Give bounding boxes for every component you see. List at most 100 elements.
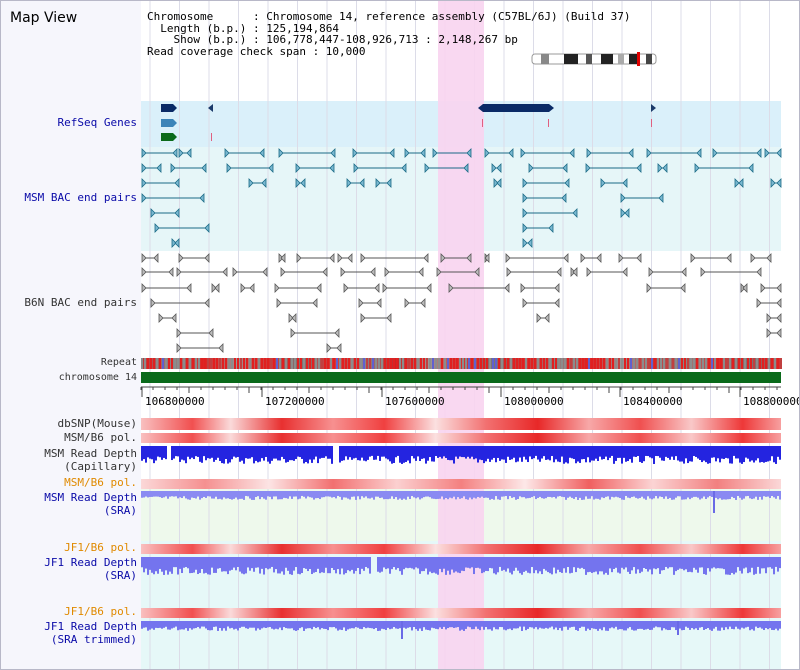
repeat-stripe [576,358,578,369]
depth-bar [721,491,723,500]
repeat-stripe [240,358,242,369]
repeat-stripe [183,358,185,369]
track-label-msm-read-sra[interactable]: MSM Read Depth [44,491,137,504]
depth-bar [729,491,731,500]
depth-bar [771,621,773,630]
repeat-stripe [603,358,605,369]
repeat-stripe [717,358,719,369]
depth-bar [193,446,195,460]
b6n-bac-track[interactable] [141,253,782,353]
track-label-chromosome[interactable]: chromosome 14 [58,372,137,383]
depth-bar [481,621,483,627]
bac-end-marker [776,148,782,158]
bac-end-marker [218,343,224,353]
track-label-b6n-bac[interactable]: B6N BAC end pairs [24,296,137,309]
depth-bar [249,446,251,459]
repeat-stripe [408,358,410,369]
track-label-jf1-read-trim[interactable]: JF1 Read Depth [44,620,137,633]
refseq-genes-track[interactable] [161,104,656,141]
repeat-stripe [555,358,557,369]
bac-end-marker [141,267,147,277]
depth-bar [319,557,321,574]
bac-end-marker [562,163,568,173]
bac-end-marker [300,178,306,188]
depth-bar [725,621,727,628]
depth-bar [507,491,509,500]
dbsnp-heatmap[interactable] [141,418,781,430]
depth-bar [227,621,229,627]
depth-bar [439,557,441,569]
depth-bar [721,621,723,628]
depth-bar [219,491,221,499]
depth-bar [391,491,393,497]
depth-bar [303,621,305,631]
depth-bar [337,491,339,496]
repeat-stripe [300,358,302,369]
depth-bar [697,491,699,498]
depth-bar [383,621,385,630]
msm-bac-track[interactable] [141,148,782,248]
bac-end-marker [376,298,382,308]
depth-bar [761,557,763,569]
bac-end-marker [756,148,762,158]
depth-bar [665,491,667,497]
depth-bar [733,557,735,575]
depth-bar [377,621,379,631]
track-label-refseq[interactable]: RefSeq Genes [57,116,137,129]
depth-bar [465,557,467,568]
read-depth-tracks[interactable] [141,446,781,639]
depth-bar [325,621,327,630]
track-label-msm-b6-pol[interactable]: MSM/B6 pol. [64,431,137,444]
depth-bar [469,446,471,459]
depth-bar [589,621,591,631]
track-label-dbsnp[interactable]: dbSNP(Mouse) [57,417,137,430]
track-label-jf1-pol[interactable]: JF1/B6 pol. [64,541,137,554]
bac-end-marker [620,208,626,218]
depth-bar [599,621,601,629]
msm-b6-pol-heatmap[interactable] [141,433,781,443]
depth-bar [279,557,281,574]
depth-bar [599,557,601,572]
depth-bar [767,446,769,462]
depth-bar [549,491,551,497]
depth-bar [187,446,189,457]
repeat-stripe [582,358,584,369]
depth-bar [345,557,347,574]
depth-bar [325,557,327,568]
depth-bar [167,621,169,630]
depth-bar [221,446,223,464]
bac-end-marker [178,148,184,158]
depth-bar [537,491,539,498]
depth-bar [309,446,311,460]
track-label-jf1-read-sra[interactable]: JF1 Read Depth [44,556,137,569]
chromosome-ideogram[interactable] [531,52,657,66]
jf1-pol2-heatmap[interactable] [141,608,781,618]
repeat-stripe [330,358,332,369]
track-label-msm-b6-pol-2[interactable]: MSM/B6 pol. [64,476,137,489]
depth-bar [673,491,675,500]
track-label-msm-read-cap[interactable]: MSM Read Depth [44,447,137,460]
bac-end-marker [178,253,184,263]
chromosome-bar[interactable] [141,372,781,383]
depth-bar [201,446,203,463]
depth-bar [395,557,397,570]
bac-end-marker [352,148,358,158]
depth-bar [229,557,231,571]
track-label-repeat[interactable]: Repeat [100,357,137,368]
depth-bar [553,621,555,630]
msm-b6-pol2-heatmap[interactable] [141,479,781,489]
depth-bar [371,446,373,456]
track-label-jf1-pol-2[interactable]: JF1/B6 pol. [64,605,137,618]
depth-bar [587,621,589,629]
depth-bar [713,621,715,629]
track-label-msm-bac[interactable]: MSM BAC end pairs [24,191,137,204]
depth-bar [427,557,429,575]
depth-bar [415,491,417,499]
bac-end-marker [291,313,297,323]
jf1-pol-heatmap[interactable] [141,544,781,554]
depth-bar [519,446,521,458]
bac-end-marker [186,283,192,293]
depth-bar [693,491,695,497]
depth-bar [351,621,353,629]
